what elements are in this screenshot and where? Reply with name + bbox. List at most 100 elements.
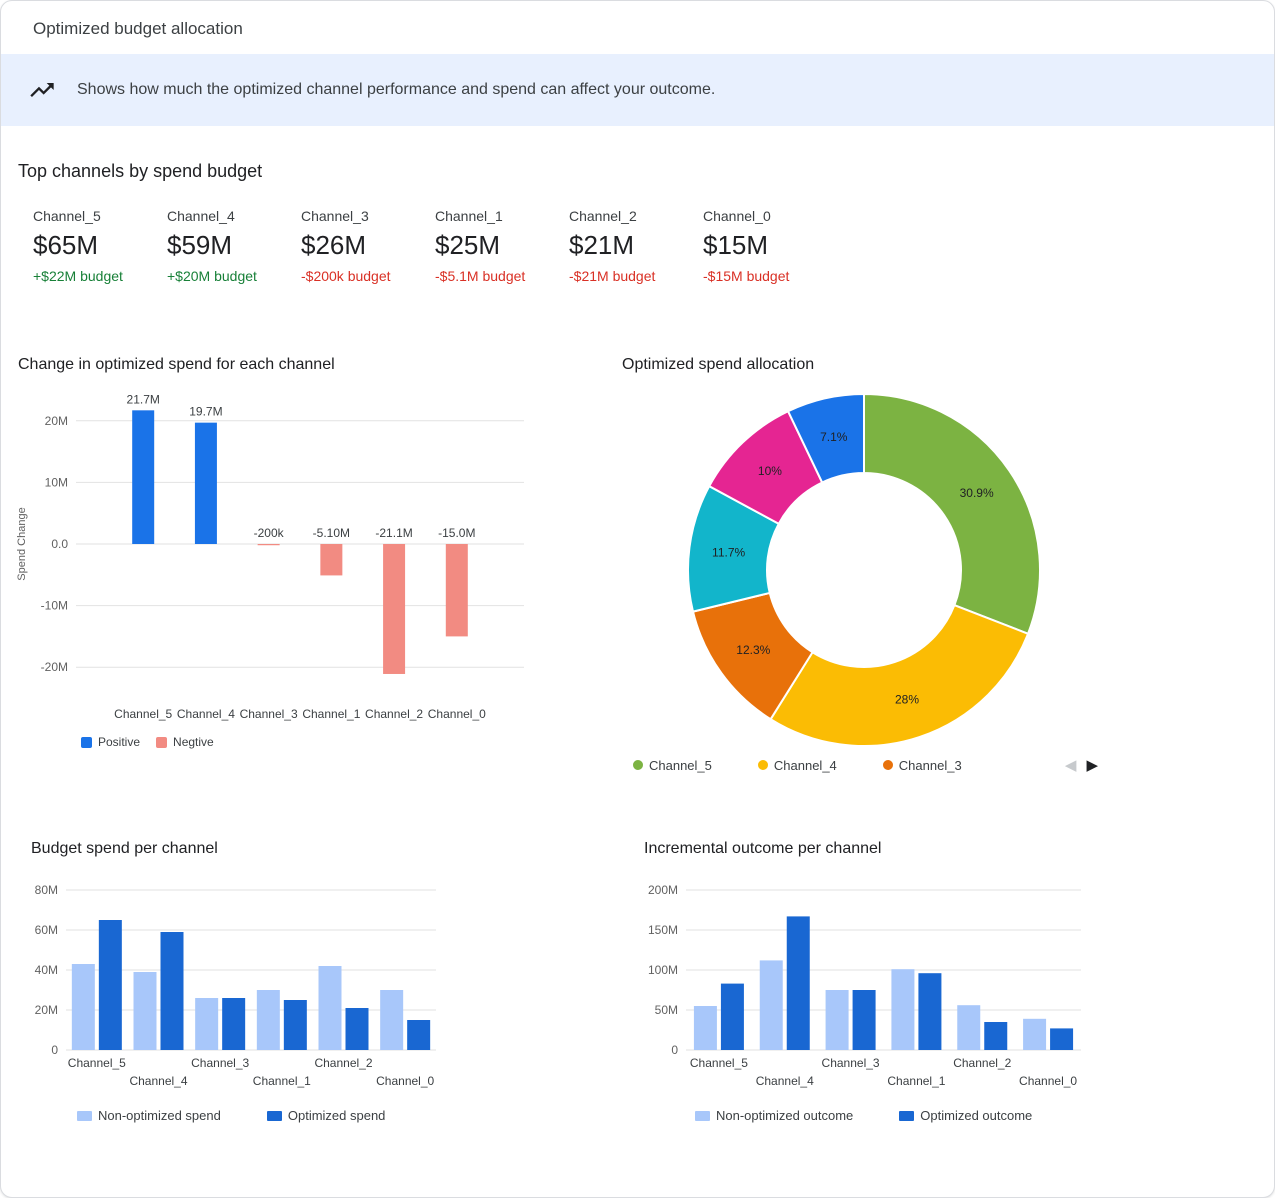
x-tick-label: Channel_0 bbox=[1019, 1074, 1077, 1088]
donut-slice-channel-5 bbox=[864, 394, 1040, 634]
legend-label: Non-optimized outcome bbox=[716, 1108, 853, 1123]
x-tick-label: Channel_0 bbox=[376, 1074, 434, 1088]
bar-optimized-outcome-channel-0 bbox=[1050, 1028, 1073, 1050]
channel-name: Channel_1 bbox=[435, 208, 569, 224]
legend-swatch bbox=[883, 760, 893, 770]
legend-item-optimized-outcome[interactable]: Optimized outcome bbox=[899, 1108, 1032, 1123]
optimized-budget-dashboard: Optimized budget allocation Shows how mu… bbox=[0, 0, 1275, 1198]
x-tick-label: Channel_4 bbox=[756, 1074, 814, 1088]
y-axis-title: Spend Change bbox=[16, 507, 28, 580]
donut-slice-label: 12.3% bbox=[736, 643, 770, 657]
legend-label: Negtive bbox=[173, 735, 214, 749]
legend-item-negtive[interactable]: Negtive bbox=[156, 735, 214, 749]
legend-item-positive[interactable]: Positive bbox=[81, 735, 140, 749]
bar-optimized-spend-channel-0 bbox=[407, 1020, 430, 1050]
legend-item-channel-3[interactable]: Channel_3 bbox=[883, 758, 962, 773]
x-tick-label: Channel_3 bbox=[191, 1056, 249, 1070]
x-tick-label: Channel_5 bbox=[690, 1056, 748, 1070]
y-tick-label: -10M bbox=[41, 599, 68, 613]
legend-prev-button[interactable]: ◀ bbox=[1065, 756, 1077, 774]
channel-card-channel-4: Channel_4$59M+$20M budget bbox=[167, 208, 301, 284]
y-tick-label: 20M bbox=[35, 1003, 58, 1017]
x-tick-label: Channel_4 bbox=[129, 1074, 187, 1088]
spend-allocation-legend: Channel_5 Channel_4 Channel_3 ◀ ▶ bbox=[633, 756, 1098, 774]
chart-card-budget-spend: Budget spend per channel 020M40M60M80MCh… bbox=[1, 840, 561, 1123]
chart-title-incremental-outcome: Incremental outcome per channel bbox=[644, 840, 1104, 858]
legend-label: Optimized outcome bbox=[920, 1108, 1032, 1123]
legend-item-optimized-spend[interactable]: Optimized spend bbox=[267, 1108, 386, 1123]
bar-optimized-outcome-channel-2 bbox=[984, 1022, 1007, 1050]
charts-row-1: Change in optimized spend for each chann… bbox=[1, 356, 1274, 774]
bar-non-optimized-spend-channel-0 bbox=[380, 990, 403, 1050]
channel-budget-delta: -$21M budget bbox=[569, 268, 703, 284]
chart-title-spend-change: Change in optimized spend for each chann… bbox=[18, 356, 561, 374]
bar-non-optimized-outcome-channel-4 bbox=[760, 960, 783, 1050]
channel-name: Channel_2 bbox=[569, 208, 703, 224]
legend-item-non-optimized-spend[interactable]: Non-optimized spend bbox=[77, 1108, 221, 1123]
channel-budget-delta: -$15M budget bbox=[703, 268, 837, 284]
channel-amount: $65M bbox=[33, 230, 167, 261]
y-tick-label: 20M bbox=[45, 414, 68, 428]
spend-allocation-donut-chart: 30.9%28%12.3%11.7%10%7.1% bbox=[561, 382, 1275, 754]
y-tick-label: 100M bbox=[648, 963, 678, 977]
legend-label: Optimized spend bbox=[288, 1108, 386, 1123]
incremental-outcome-chart: 050M100M150M200MChannel_5Channel_4Channe… bbox=[644, 872, 1104, 1094]
channel-budget-delta: -$200k budget bbox=[301, 268, 435, 284]
bar-channel-4 bbox=[195, 423, 217, 544]
channel-card-channel-1: Channel_1 $25M -$5.1M budget bbox=[435, 208, 569, 284]
legend-item-channel-4[interactable]: Channel_4 bbox=[758, 758, 837, 773]
channel-budget-delta: +$22M budget bbox=[33, 268, 167, 284]
bar-non-optimized-spend-channel-1 bbox=[257, 990, 280, 1050]
page-title: Optimized budget allocation bbox=[33, 19, 1242, 39]
legend-swatch bbox=[695, 1111, 710, 1121]
chart-card-spend-allocation: Optimized spend allocation 30.9%28%12.3%… bbox=[561, 356, 1275, 774]
spend-change-chart: 20M10M0.0-10M-20MSpend Change21.7MChanne… bbox=[1, 387, 561, 727]
x-tick-label: Channel_3 bbox=[822, 1056, 880, 1070]
channel-amount: $25M bbox=[435, 230, 569, 261]
x-tick-label: Channel_2 bbox=[365, 707, 423, 721]
bar-channel-5 bbox=[132, 410, 154, 544]
bar-channel-3 bbox=[258, 544, 280, 545]
y-tick-label: 60M bbox=[35, 923, 58, 937]
bar-non-optimized-outcome-channel-3 bbox=[826, 990, 849, 1050]
channel-amount: $21M bbox=[569, 230, 703, 261]
legend-swatch bbox=[899, 1111, 914, 1121]
legend-swatch bbox=[81, 737, 92, 748]
x-tick-label: Channel_1 bbox=[887, 1074, 945, 1088]
bar-optimized-spend-channel-1 bbox=[284, 1000, 307, 1050]
channel-budget-delta: -$5.1M budget bbox=[435, 268, 569, 284]
legend-label: Channel_4 bbox=[774, 758, 837, 773]
donut-slice-label: 10% bbox=[758, 464, 782, 478]
y-tick-label: 0 bbox=[671, 1043, 678, 1057]
chart-card-spend-change: Change in optimized spend for each chann… bbox=[1, 356, 561, 774]
legend-item-channel-5[interactable]: Channel_5 bbox=[633, 758, 712, 773]
x-tick-label: Channel_1 bbox=[253, 1074, 311, 1088]
channel-card-channel-3: Channel_3$26M-$200k budget bbox=[301, 208, 435, 284]
bar-optimized-spend-channel-3 bbox=[222, 998, 245, 1050]
channel-amount: $59M bbox=[167, 230, 301, 261]
channel-name: Channel_3 bbox=[301, 208, 435, 224]
legend-next-button[interactable]: ▶ bbox=[1086, 756, 1098, 774]
bar-non-optimized-spend-channel-4 bbox=[134, 972, 157, 1050]
channel-card-channel-0: Channel_0 $15M -$15M budget bbox=[703, 208, 837, 284]
info-banner: Shows how much the optimized channel per… bbox=[1, 54, 1274, 126]
donut-slice-label: 7.1% bbox=[820, 430, 848, 444]
bar-optimized-spend-channel-2 bbox=[346, 1008, 369, 1050]
bar-channel-1 bbox=[320, 544, 342, 575]
legend-swatch bbox=[758, 760, 768, 770]
channel-name: Channel_0 bbox=[703, 208, 837, 224]
top-channel-cards: Channel_5$65M+$22M budgetChannel_4$59M+$… bbox=[33, 208, 1274, 284]
bar-non-optimized-spend-channel-5 bbox=[72, 964, 95, 1050]
charts-row-2: Budget spend per channel 020M40M60M80MCh… bbox=[1, 840, 1274, 1123]
x-tick-label: Channel_2 bbox=[314, 1056, 372, 1070]
channel-amount: $15M bbox=[703, 230, 837, 261]
titlebar: Optimized budget allocation bbox=[1, 1, 1274, 54]
x-tick-label: Channel_0 bbox=[428, 707, 486, 721]
bar-optimized-outcome-channel-4 bbox=[787, 916, 810, 1050]
legend-item-non-optimized-outcome[interactable]: Non-optimized outcome bbox=[695, 1108, 853, 1123]
y-tick-label: 200M bbox=[648, 883, 678, 897]
bar-non-optimized-outcome-channel-5 bbox=[694, 1006, 717, 1050]
channel-name: Channel_4 bbox=[167, 208, 301, 224]
legend-swatch bbox=[633, 760, 643, 770]
bar-optimized-outcome-channel-1 bbox=[918, 973, 941, 1050]
